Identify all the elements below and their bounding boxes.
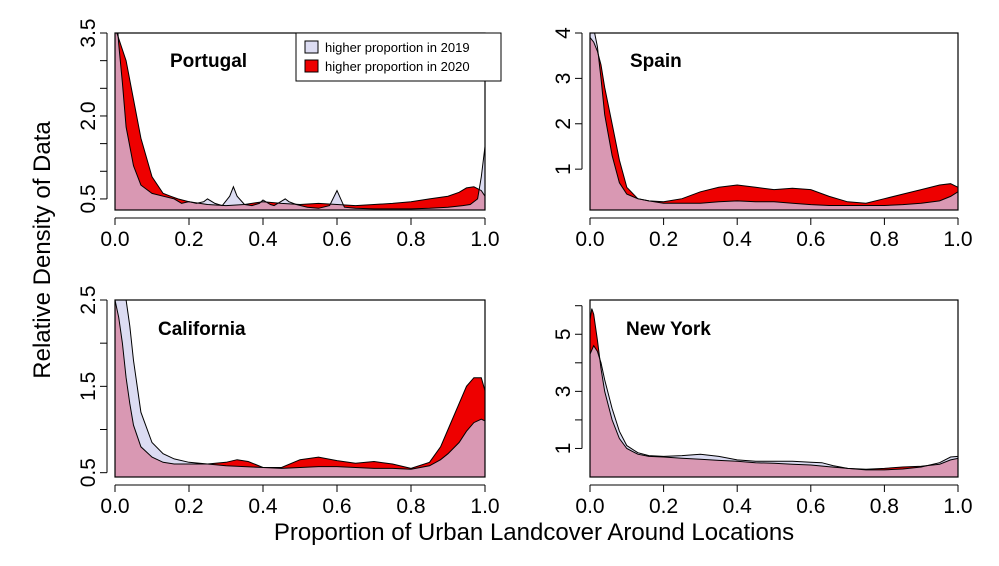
x-tick-label: 0.0 <box>100 228 129 251</box>
y-tick-label: 0.5 <box>77 458 100 487</box>
panel-portugal: 0.0 0.2 0.4 0.6 0.8 1.0 0.5 2.0 3.5 Portugal <box>77 18 500 251</box>
area-2020 <box>115 33 485 210</box>
line-2020 <box>115 300 485 469</box>
panel-frame <box>114 299 486 478</box>
legend-box <box>295 32 502 82</box>
x-tick-label: 0.8 <box>396 495 425 518</box>
y-tick-label: 2.5 <box>77 285 100 314</box>
y-tick-label: 5 <box>552 328 575 340</box>
x-tick-label: 0.4 <box>723 228 753 251</box>
line-2019 <box>594 33 958 206</box>
line-2020 <box>116 33 485 207</box>
x-tick-label: 0.8 <box>870 495 899 518</box>
plot-area <box>590 33 958 210</box>
legend-swatch-2019 <box>304 40 319 54</box>
y-axis-label: Relative Density of Data <box>29 121 56 379</box>
line-2019 <box>125 300 485 470</box>
plot-area <box>115 300 485 477</box>
x-tick-label: 0.2 <box>649 228 678 251</box>
area-2020 <box>590 37 958 210</box>
area-2019 <box>590 33 958 210</box>
y-tick-label: 3 <box>552 386 575 398</box>
y-tick-label: 1.5 <box>77 372 100 401</box>
panel-title: California <box>158 319 246 340</box>
x-tick-label: 0.4 <box>723 495 753 518</box>
legend-label-2019: higher proportion in 2019 <box>325 40 470 55</box>
panel-frame <box>589 32 959 211</box>
x-tick-label: 0.6 <box>322 495 351 518</box>
area-2019 <box>115 300 485 477</box>
x-tick-label: 0.4 <box>248 495 278 518</box>
panel-frame <box>589 299 959 478</box>
x-tick-label: 0.8 <box>396 228 425 251</box>
x-tick-label: 0.4 <box>248 228 278 251</box>
x-tick-label: 0.8 <box>870 228 899 251</box>
x-tick-label: 0.0 <box>575 495 604 518</box>
x-tick-label: 0.6 <box>322 228 351 251</box>
y-tick-label: 4 <box>552 27 575 39</box>
x-tick-label: 1.0 <box>943 228 972 251</box>
x-tick-label: 1.0 <box>943 495 972 518</box>
plot-area <box>115 33 485 210</box>
x-tick-label: 0.2 <box>174 228 203 251</box>
x-tick-label: 1.0 <box>470 228 499 251</box>
x-tick-label: 0.0 <box>575 228 604 251</box>
panel-california: 0.0 0.2 0.4 0.6 0.8 1.0 0.5 1.5 2.5 California <box>77 285 500 518</box>
y-tick-label: 1 <box>552 163 575 175</box>
x-axis-label: Proportion of Urban Landcover Around Loc… <box>274 519 794 546</box>
legend-label-2020: higher proportion in 2020 <box>325 59 470 74</box>
y-tick-label: 1 <box>552 443 575 455</box>
y-tick-label: 2 <box>552 118 575 130</box>
panel-title: Spain <box>630 51 682 72</box>
x-tick-label: 0.6 <box>796 495 825 518</box>
x-tick-label: 0.0 <box>100 495 129 518</box>
y-tick-label: 3 <box>552 73 575 85</box>
legend: higher proportion in 2019 higher proport… <box>295 32 502 82</box>
y-tick-label: 0.5 <box>77 184 100 213</box>
panel-new-york: 0.0 0.2 0.4 0.6 0.8 1.0 1 3 5 New York <box>552 299 973 518</box>
panel-spain: 0.0 0.2 0.4 0.6 0.8 1.0 1 2 3 4 Spain <box>552 27 973 251</box>
x-tick-label: 1.0 <box>470 495 499 518</box>
area-overlap <box>115 300 485 477</box>
line-2020 <box>590 37 958 204</box>
panel-title: Portugal <box>170 51 247 72</box>
legend-swatch-2020 <box>304 59 319 73</box>
x-tick-label: 0.2 <box>174 495 203 518</box>
y-tick-label: 2.0 <box>77 101 100 130</box>
panel-title: New York <box>626 319 711 340</box>
line-2019 <box>590 344 958 471</box>
line-2020 <box>590 308 958 470</box>
area-overlap <box>590 345 958 477</box>
plot-area <box>590 308 958 477</box>
x-tick-label: 0.6 <box>796 228 825 251</box>
y-tick-label: 3.5 <box>77 18 100 47</box>
x-tick-label: 0.2 <box>649 495 678 518</box>
